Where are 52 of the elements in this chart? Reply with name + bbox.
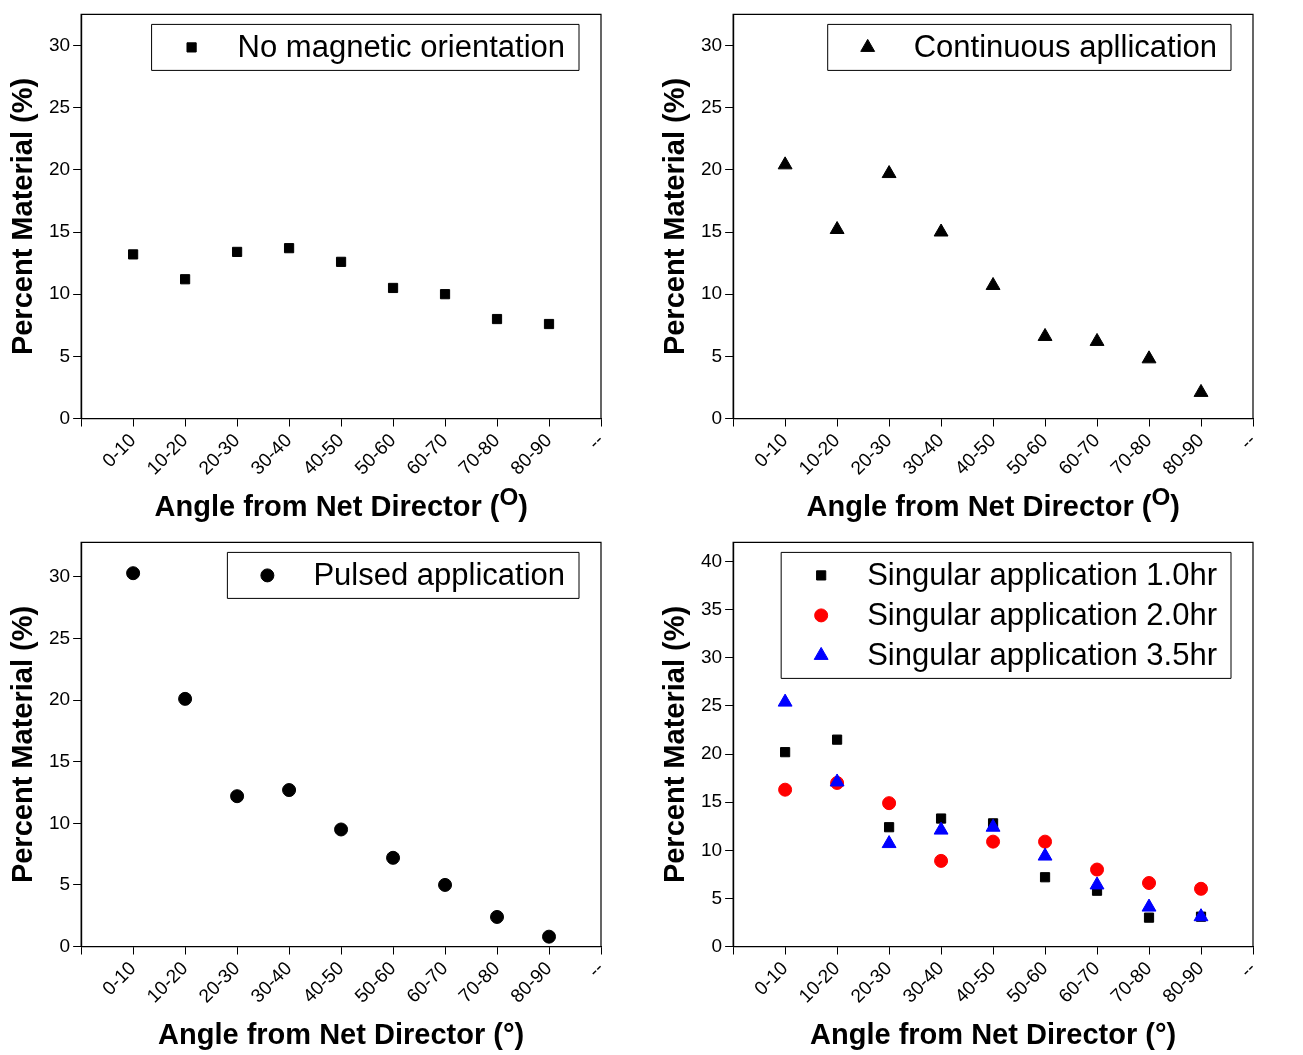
- y-tick-label: 25: [700, 95, 723, 117]
- y-tick-label: 5: [711, 886, 723, 908]
- x-tick-label: 0-10: [97, 429, 140, 471]
- x-tick-label: --: [1235, 429, 1260, 454]
- x-tick-label: --: [583, 957, 608, 982]
- x-axis-title: Angle from Net Director (°): [810, 1018, 1177, 1051]
- y-tick-label: 10: [700, 838, 723, 860]
- y-tick-label: 20: [48, 158, 71, 180]
- y-tick-label: 15: [48, 220, 71, 242]
- y-tick-label: 30: [700, 33, 723, 55]
- x-tick-label: --: [583, 429, 608, 454]
- x-axis-title: Angle from Net Director ($^{O}$): [806, 483, 1180, 523]
- x-axis-title: Angle from Net Director (°): [158, 1018, 525, 1051]
- y-tick-label: 0: [711, 406, 723, 428]
- y-tick-label: 40: [700, 549, 723, 571]
- legend-label: No magnetic orientation: [237, 28, 566, 64]
- y-tick-label: 5: [711, 344, 723, 366]
- y-tick-label: 0: [711, 934, 723, 956]
- x-tick-label: 0-10: [749, 957, 792, 999]
- y-tick-label: 25: [48, 95, 71, 117]
- y-tick-label: 10: [700, 282, 723, 304]
- legend-label: Singular application 2.0hr: [867, 596, 1217, 632]
- x-tick-label: 0-10: [749, 429, 792, 471]
- y-tick-label: 30: [48, 565, 71, 587]
- y-axis-title: Percent Material (%): [658, 77, 692, 356]
- y-tick-label: 10: [48, 811, 71, 833]
- x-axis-title: Angle from Net Director ($^{O}$): [154, 483, 528, 523]
- y-tick-label: 20: [48, 688, 71, 710]
- y-tick-label: 5: [59, 344, 71, 366]
- y-tick-label: 15: [48, 749, 71, 771]
- legend-label: Singular application 1.0hr: [867, 556, 1217, 592]
- y-tick-label: 25: [48, 626, 71, 648]
- y-tick-label: 35: [700, 597, 723, 619]
- y-tick-label: 10: [48, 282, 71, 304]
- legend-label: Singular application 3.5hr: [867, 636, 1217, 672]
- y-axis-title: Percent Material (%): [6, 77, 40, 356]
- y-tick-label: 30: [48, 33, 71, 55]
- y-tick-label: 25: [700, 694, 723, 716]
- legend-label: Pulsed application: [313, 556, 566, 592]
- y-tick-label: 5: [59, 873, 71, 895]
- y-tick-label: 20: [700, 158, 723, 180]
- y-tick-label: 20: [700, 742, 723, 764]
- legend-label: Continuous apllication: [913, 28, 1217, 64]
- y-tick-label: 15: [700, 220, 723, 242]
- y-tick-label: 0: [59, 934, 71, 956]
- y-tick-label: 0: [59, 406, 71, 428]
- x-tick-label: 0-10: [97, 957, 140, 999]
- y-tick-label: 30: [700, 646, 723, 668]
- y-axis-title: Percent Material (%): [658, 605, 692, 884]
- y-tick-label: 15: [700, 790, 723, 812]
- y-axis-title: Percent Material (%): [6, 605, 40, 884]
- x-tick-label: --: [1235, 957, 1260, 982]
